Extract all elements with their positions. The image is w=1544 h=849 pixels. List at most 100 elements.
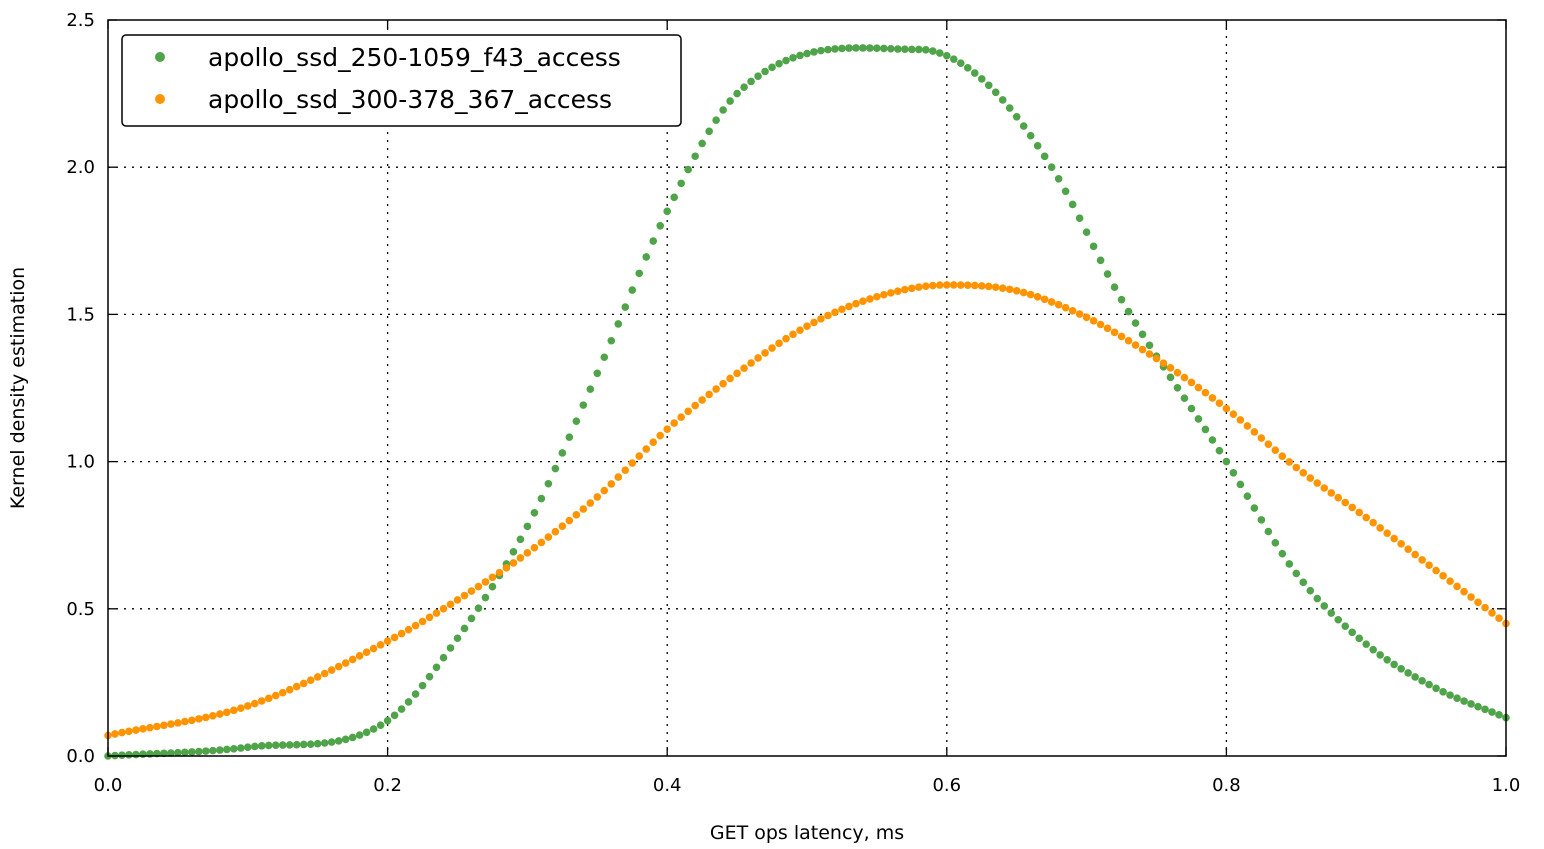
data-point (1012, 287, 1021, 295)
data-point (852, 299, 860, 308)
data-point (1453, 694, 1461, 702)
data-point (397, 705, 406, 713)
data-point (866, 295, 874, 303)
data-point (481, 578, 490, 586)
data-point (1376, 651, 1384, 659)
data-point (824, 311, 832, 320)
data-point (1187, 404, 1196, 413)
data-point (621, 303, 630, 311)
data-point (984, 81, 993, 90)
data-point (712, 116, 720, 124)
data-point (355, 731, 364, 739)
data-point (922, 46, 930, 54)
data-point (831, 45, 839, 53)
data-point (509, 559, 518, 567)
data-point (880, 44, 888, 53)
data-point (1481, 705, 1489, 714)
data-point (740, 83, 748, 91)
data-point (425, 613, 434, 622)
legend-marker-series-0 (155, 52, 165, 62)
data-point (1243, 492, 1252, 500)
data-point (1334, 615, 1343, 624)
data-point (1285, 560, 1294, 568)
data-point (1180, 394, 1189, 402)
data-point (817, 315, 825, 323)
data-point (285, 741, 294, 749)
data-point (614, 473, 623, 481)
data-point (621, 466, 630, 474)
data-point (698, 396, 706, 404)
data-point (1425, 680, 1433, 689)
data-point (118, 728, 126, 737)
data-point (1488, 708, 1496, 716)
data-point (1019, 122, 1028, 130)
data-point (223, 708, 231, 717)
data-point (397, 629, 406, 638)
data-point (1495, 614, 1503, 623)
data-point (1264, 440, 1273, 448)
data-point (195, 715, 203, 723)
data-point (1040, 295, 1049, 304)
data-point (1271, 446, 1280, 454)
data-point (453, 596, 462, 604)
data-point (1173, 383, 1182, 392)
data-point (1348, 503, 1357, 512)
data-point (726, 97, 734, 105)
data-point (1453, 582, 1461, 591)
data-point (810, 48, 818, 56)
data-point (642, 253, 651, 261)
data-point (1299, 469, 1308, 477)
data-point (1075, 310, 1084, 318)
data-point (481, 593, 490, 602)
data-point (348, 655, 357, 664)
data-point (181, 717, 189, 726)
data-point (257, 697, 266, 705)
data-point (922, 282, 930, 291)
data-point (1054, 300, 1063, 309)
data-point (1474, 598, 1482, 607)
data-point (1362, 640, 1370, 648)
data-point (1026, 290, 1035, 299)
data-points (104, 44, 1510, 760)
data-point (761, 67, 769, 76)
data-point (404, 625, 413, 634)
data-point (1040, 152, 1049, 161)
data-point (467, 614, 476, 623)
data-point (1348, 628, 1357, 637)
data-point (530, 543, 539, 552)
data-point (160, 721, 168, 730)
data-point (439, 604, 448, 613)
data-point (1124, 307, 1133, 316)
data-point (1068, 306, 1077, 315)
data-point (579, 505, 588, 513)
data-point (1474, 702, 1482, 711)
data-point (230, 744, 238, 753)
data-point (775, 59, 783, 68)
data-point (369, 644, 378, 653)
data-point (649, 438, 658, 446)
data-point (565, 433, 574, 441)
data-point (691, 152, 699, 161)
data-point (1012, 113, 1021, 121)
data-point (320, 739, 329, 747)
data-point (139, 725, 147, 733)
data-point (956, 59, 965, 67)
data-point (1033, 142, 1042, 150)
data-point (1334, 493, 1343, 502)
data-point (1460, 587, 1468, 596)
data-point (614, 320, 623, 328)
data-point (181, 748, 189, 757)
data-point (1285, 458, 1294, 466)
data-point (1418, 677, 1426, 685)
data-point (1481, 603, 1489, 612)
data-point (160, 749, 168, 758)
data-point (1180, 373, 1189, 382)
data-point (873, 292, 881, 301)
data-point (362, 728, 371, 737)
data-point (810, 318, 818, 327)
data-point (223, 745, 231, 754)
data-point (390, 633, 399, 642)
y-tick-label: 0.5 (66, 599, 95, 620)
data-point (628, 459, 637, 467)
data-point (984, 282, 993, 291)
